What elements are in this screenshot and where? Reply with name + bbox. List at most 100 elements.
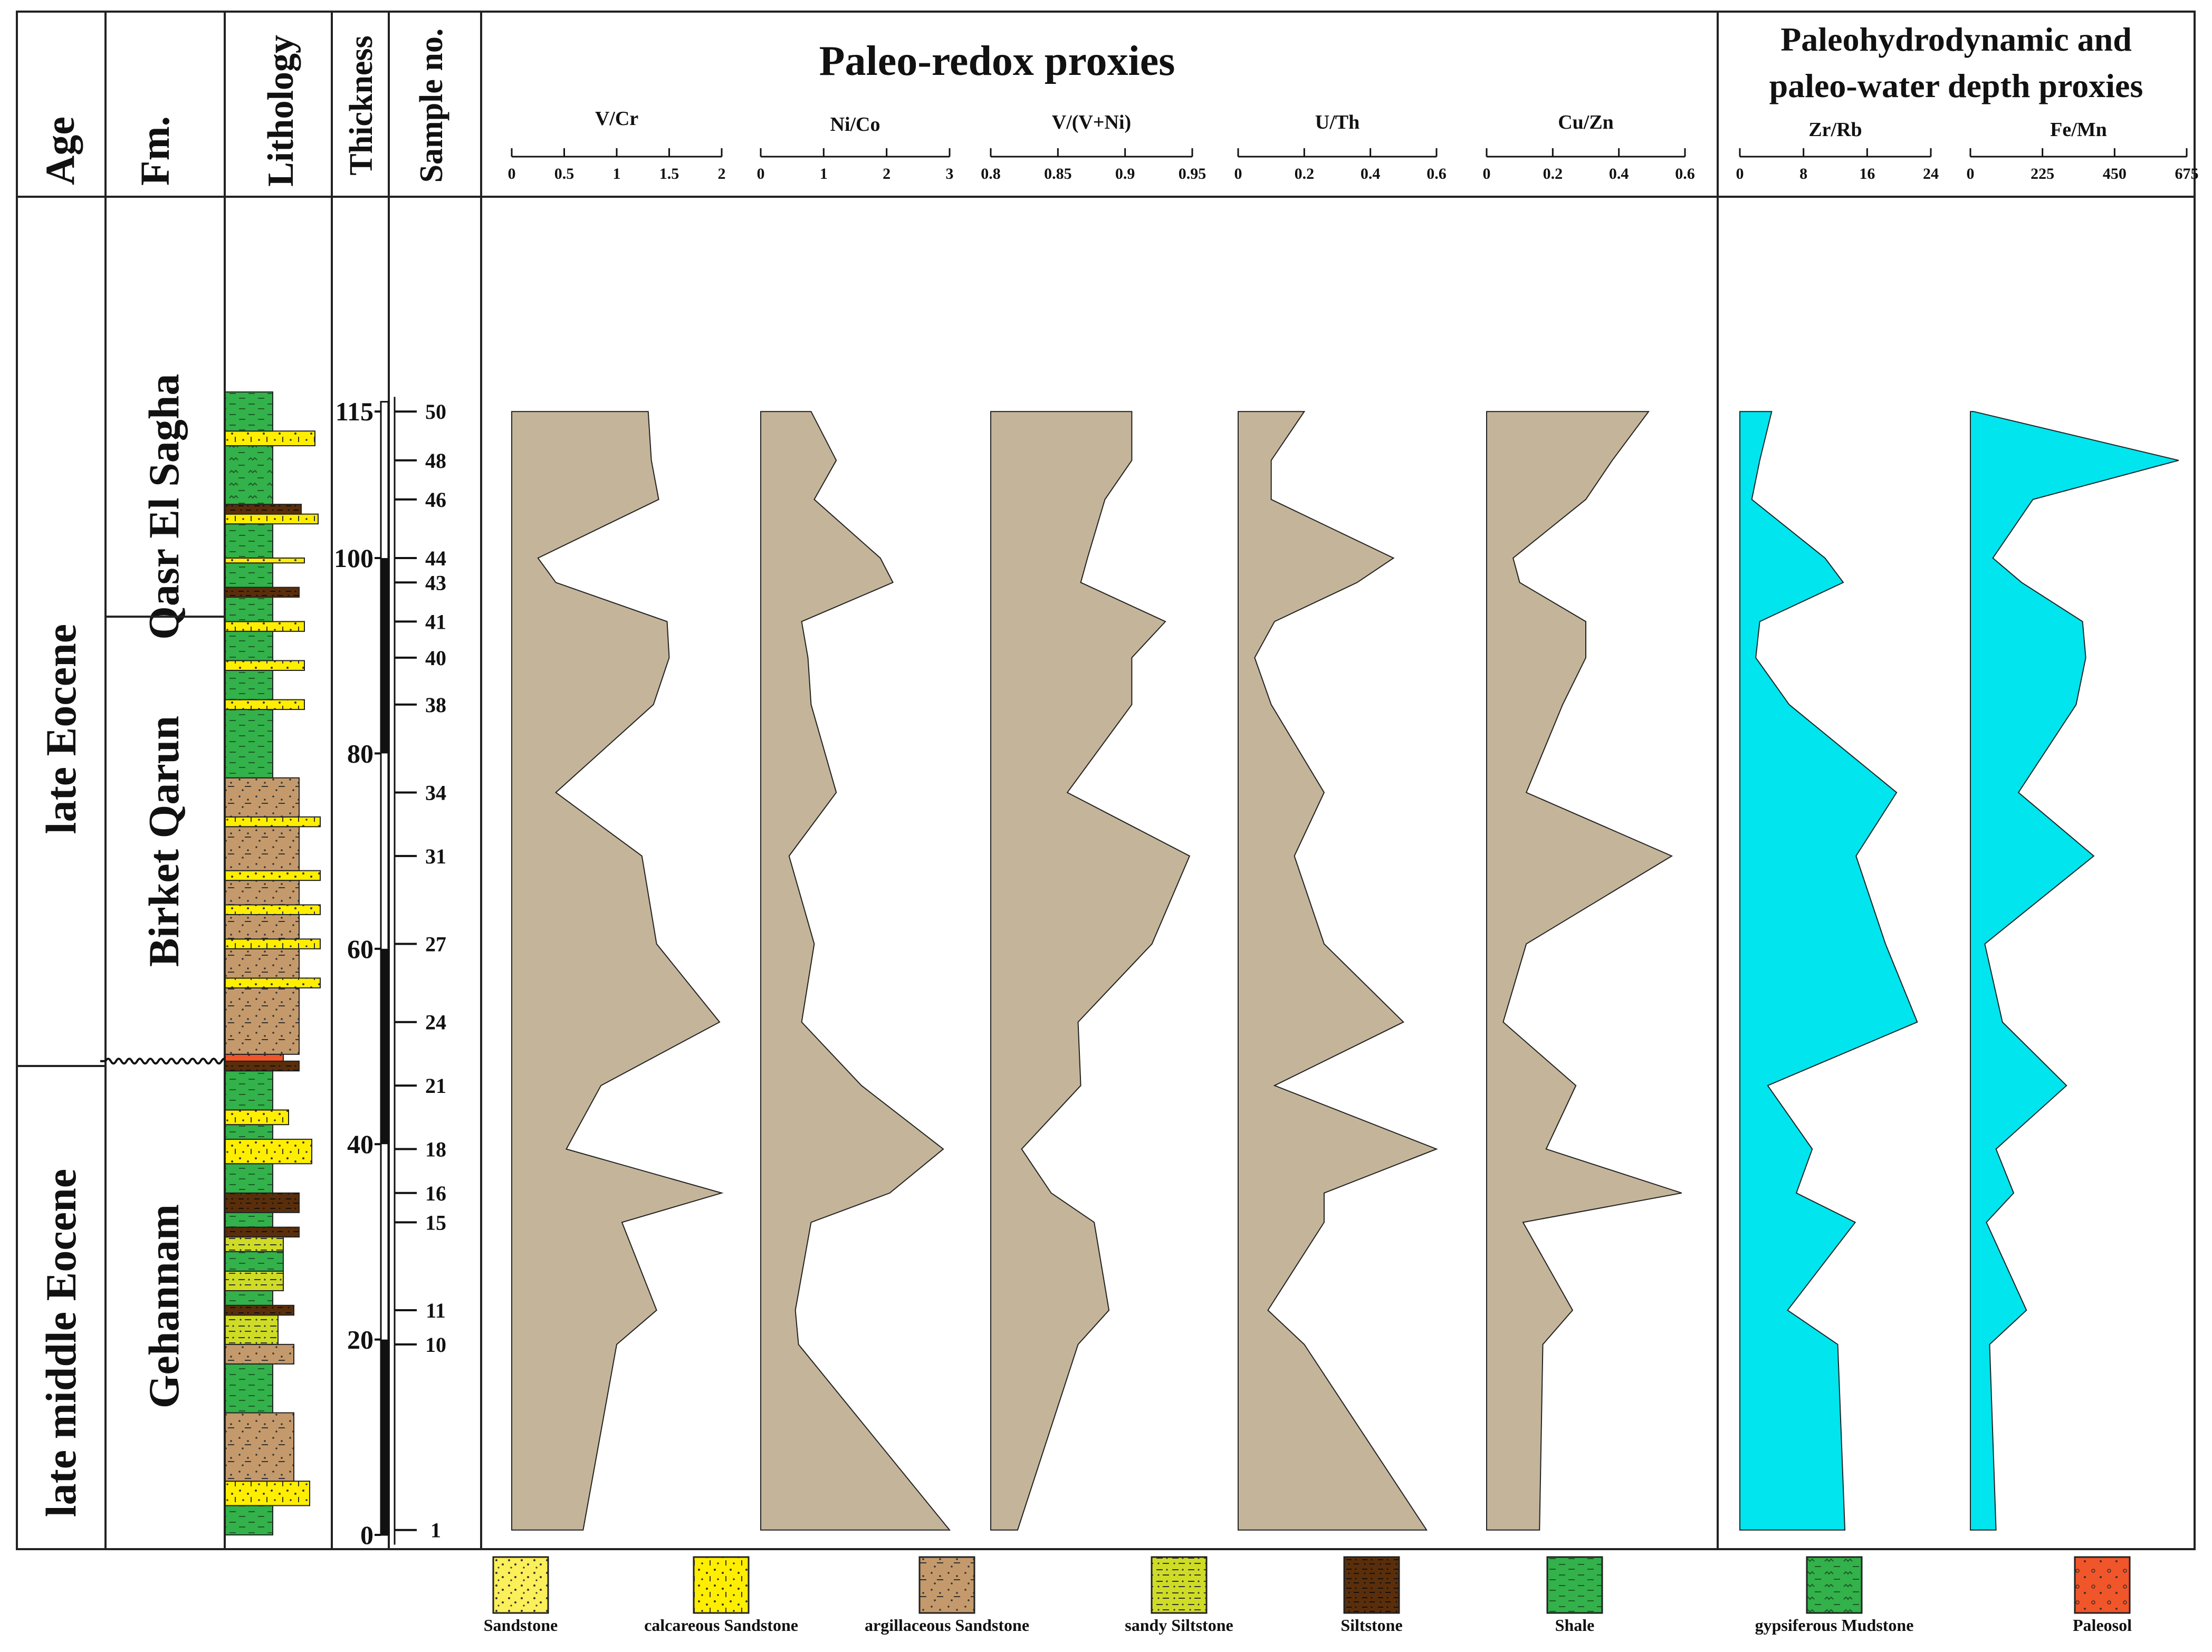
lithology-bed-shale: [225, 1163, 273, 1194]
sample-number: 24: [425, 1011, 446, 1034]
sample-number: 48: [425, 449, 446, 473]
lithology-bed-shale: [225, 669, 273, 700]
sample-number: 21: [425, 1074, 446, 1098]
proxy-tick-label: 8: [1799, 165, 1807, 183]
proxy-tick-label: 1.5: [659, 165, 679, 183]
proxy-panel: V/Cr 0 0.5 1 1.5 2: [508, 108, 726, 1531]
proxy-panel: Cu/Zn 0 0.2 0.4 0.6: [1483, 111, 1695, 1531]
lithology-bed-shale: [225, 709, 273, 779]
proxy-tick-label: 2: [718, 165, 726, 183]
lithology-bed-calcareous-sandstone: [225, 816, 321, 828]
legend: Sandstone calcareous Sandstone argillaceou…: [484, 1556, 2132, 1635]
proxy-name: V/Cr: [595, 108, 638, 130]
thickness-scale: 0 20 40 60 80 100 115: [334, 397, 389, 1550]
legend-swatch-sandstone: [492, 1556, 549, 1614]
proxy-tick-label: 225: [2031, 165, 2054, 183]
lithology-bed-argillaceous-sandstone: [225, 880, 300, 906]
legend-label: Sandstone: [484, 1616, 558, 1635]
legend-swatch-argillaceous-sandstone: [918, 1556, 975, 1614]
lithology-bed-calcareous-sandstone: [225, 977, 321, 988]
proxy-tick-label: 0: [1967, 165, 1975, 183]
sample-number: 40: [425, 646, 446, 670]
legend-label: Paleosol: [2073, 1616, 2132, 1635]
legend-label: calcareous Sandstone: [644, 1616, 798, 1635]
header-fm: Fm.: [132, 116, 178, 186]
sample-number: 1: [430, 1519, 441, 1542]
lithology-bed-calcareous-sandstone: [225, 558, 305, 564]
lithology-bed-siltstone: [225, 1192, 300, 1213]
sample-number: 31: [425, 844, 446, 868]
thickness-tick-label: 100: [334, 543, 374, 573]
proxy-tick-label: 0: [1483, 165, 1491, 183]
lithology-bed-argillaceous-sandstone: [225, 1412, 294, 1482]
thickness-tick-label: 60: [347, 934, 374, 964]
proxy-tick-label: 0.4: [1361, 165, 1381, 183]
proxy-area-curve: [511, 411, 724, 1531]
proxy-tick-label: 3: [946, 165, 954, 183]
lithology-bed-argillaceous-sandstone: [225, 1343, 294, 1365]
sample-number: 38: [425, 693, 446, 717]
proxy-tick-label: 450: [2103, 165, 2127, 183]
proxy-name: V/(V+Ni): [1052, 111, 1131, 133]
age-formation-layer: late Eocene late middle Eocene Qasr El Sag…: [17, 374, 233, 1517]
sample-number: 46: [425, 488, 446, 512]
proxy-tick-label: 1: [820, 165, 828, 183]
thickness-tick-label: 20: [347, 1325, 374, 1355]
proxy-tick-label: 0.4: [1609, 165, 1629, 183]
age-label: late middle Eocene: [37, 1169, 85, 1517]
legend-swatch-sandy-siltstone: [1151, 1556, 1208, 1614]
lithology-bed-calcareous-sandstone: [225, 699, 305, 710]
sample-number: 11: [426, 1299, 446, 1322]
proxy-area-curve: [990, 411, 1191, 1531]
proxy-panel: Fe/Mn 0 225 450 675: [1967, 119, 2199, 1531]
proxy-tick-label: 16: [1859, 165, 1875, 183]
lithology-bed-calcareous-sandstone: [225, 513, 319, 525]
sample-number: 18: [425, 1137, 446, 1161]
lithology-bed-calcareous-sandstone: [225, 1109, 289, 1126]
legend-swatch-shale: [1546, 1556, 1603, 1614]
sample-number: 16: [425, 1182, 446, 1205]
lithology-bed-argillaceous-sandstone: [225, 777, 300, 818]
legend-label: argillaceous Sandstone: [865, 1616, 1029, 1635]
proxy-name: Zr/Rb: [1808, 119, 1862, 141]
lithology-bed-shale: [225, 562, 273, 588]
header-sample: Sample no.: [414, 28, 449, 183]
lithology-bed-sandy-siltstone: [225, 1236, 284, 1252]
lithology-bed-siltstone: [225, 1060, 300, 1072]
lithology-bed-calcareous-sandstone: [225, 870, 321, 881]
lithology-bed-sandy-siltstone: [225, 1314, 279, 1345]
sample-number: 44: [425, 546, 446, 570]
lithology-bed-shale: [225, 1505, 273, 1535]
lithology-bed-shale: [225, 630, 273, 661]
thickness-tick-label: 115: [336, 397, 374, 426]
proxy-tick-label: 0: [1736, 165, 1744, 183]
lithology-bed-argillaceous-sandstone: [225, 987, 300, 1055]
hydro-title-line1: Paleohydrodynamic and: [1780, 21, 2132, 58]
lithology-bed-siltstone: [225, 1304, 294, 1316]
proxy-tick-label: 0.9: [1115, 165, 1135, 183]
proxy-panel: U/Th 0 0.2 0.4 0.6: [1234, 111, 1447, 1531]
proxy-name: Cu/Zn: [1558, 111, 1614, 133]
sample-number: 41: [425, 610, 446, 633]
lithology-bed-argillaceous-sandstone: [225, 948, 300, 979]
age-label: late Eocene: [37, 624, 85, 834]
sample-number: 43: [425, 571, 446, 594]
proxy-charts: V/Cr 0 0.5 1 1.5 2 Ni/Co 0 1 2 3 V/(V+Ni) 0.8 0.85 0.9…: [508, 108, 2199, 1531]
sample-number: 27: [425, 933, 446, 956]
lithology-column: [225, 391, 321, 1535]
lithology-bed-calcareous-sandstone: [225, 1138, 312, 1165]
proxy-area-curve: [1970, 411, 2179, 1531]
lithology-bed-argillaceous-sandstone: [225, 826, 300, 871]
lithology-bed-calcareous-sandstone: [225, 1481, 310, 1506]
legend-swatch-paleosol: [2074, 1556, 2131, 1614]
hydro-title-line2: paleo-water depth proxies: [1769, 67, 2143, 104]
legend-swatch-calcareous-sandstone: [693, 1556, 750, 1614]
lithology-bed-argillaceous-sandstone: [225, 914, 300, 940]
proxy-tick-label: 0.85: [1044, 165, 1072, 183]
header-thickness: Thickness: [343, 35, 379, 175]
header-lithology: Lithology: [261, 35, 301, 187]
proxy-tick-label: 0: [1234, 165, 1242, 183]
legend-label: sandy Siltstone: [1125, 1616, 1233, 1635]
proxy-tick-label: 0.6: [1675, 165, 1695, 183]
proxy-name: U/Th: [1315, 111, 1359, 133]
